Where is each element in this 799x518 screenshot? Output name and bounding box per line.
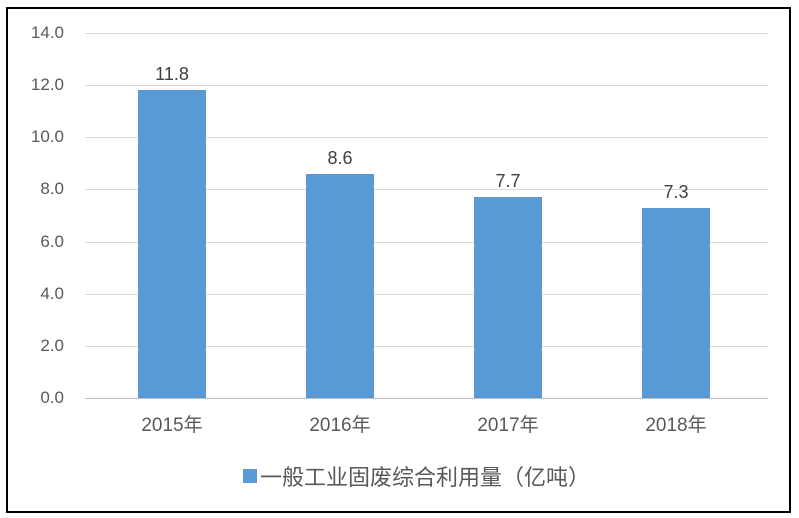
bar: [642, 208, 710, 398]
x-axis-category-label: 2015年: [141, 415, 203, 436]
chart-border: [6, 7, 791, 513]
x-axis-category-label: 2016年: [309, 415, 371, 436]
bar-value-label: 7.3: [663, 182, 689, 202]
gridline: [85, 189, 768, 190]
x-axis-category-label: 2017年: [477, 415, 539, 436]
y-axis-tick-label: 8.0: [40, 179, 64, 198]
x-axis-line: [85, 398, 768, 399]
y-axis-tick-label: 0.0: [40, 388, 64, 407]
bar-value-label: 11.8: [155, 64, 189, 84]
gridline: [85, 242, 768, 243]
bar-value-label: 8.6: [327, 148, 353, 168]
legend: 一般工业固废综合利用量（亿吨）: [34, 461, 799, 491]
bar-value-label: 7.7: [495, 171, 521, 191]
y-axis-tick-label: 12.0: [30, 75, 64, 94]
gridline: [85, 85, 768, 86]
y-axis-tick-label: 2.0: [40, 336, 64, 355]
gridline: [85, 346, 768, 347]
legend-square-icon: [242, 469, 257, 483]
gridline: [85, 294, 768, 295]
y-axis-tick-label: 6.0: [40, 232, 64, 251]
bar: [306, 174, 374, 398]
bar: [138, 90, 206, 398]
y-axis-tick-label: 10.0: [30, 127, 64, 146]
y-axis-tick-label: 4.0: [40, 284, 64, 303]
bar: [474, 197, 542, 398]
legend-label: 一般工业固废综合利用量（亿吨）: [259, 465, 590, 490]
gridline: [85, 137, 768, 138]
x-axis-category-label: 2018年: [645, 415, 707, 436]
y-axis-tick-label: 14.0: [30, 23, 64, 42]
gridline: [85, 33, 768, 34]
